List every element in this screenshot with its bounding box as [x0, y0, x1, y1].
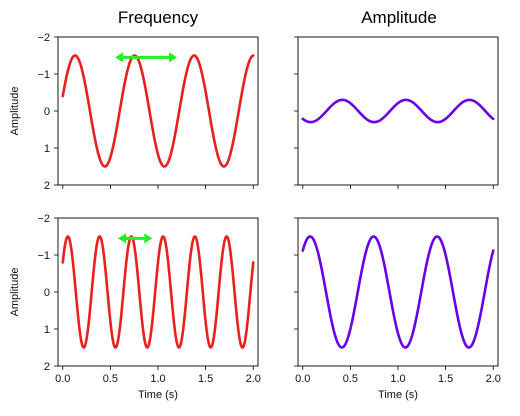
y-axis-label: Amplitude	[9, 268, 21, 317]
panel-top-right	[294, 36, 499, 189]
double-arrow-head-right	[144, 233, 153, 244]
x-tick-label: 1.0	[390, 373, 405, 385]
series-line-bottom-left	[61, 235, 255, 349]
double-arrow-head-left	[118, 233, 126, 244]
x-tick-label: 1.5	[438, 373, 453, 385]
column-title-amplitude: Amplitude	[361, 8, 437, 27]
x-tick-label: 1.5	[198, 373, 213, 385]
double-arrow-head-right	[169, 52, 178, 63]
x-tick-label: 0.5	[103, 373, 118, 385]
series-line-top-right	[301, 98, 495, 124]
y-tick-label: 0	[44, 287, 50, 299]
x-tick-label: 2.0	[246, 373, 261, 385]
panel-bottom-right: 0.0 0.5 1.0 1.5 2.0 Time (s)	[294, 217, 501, 401]
series-line-bottom-right	[301, 235, 495, 349]
panel-top-left: −2 −1 0 1 2 Amplitude	[9, 32, 259, 192]
x-tick-label: 0.5	[343, 373, 358, 385]
y-tick-label: −1	[37, 250, 50, 262]
axes-frame	[297, 217, 499, 367]
double-arrow-head-left	[115, 52, 124, 63]
x-tick-label: 0.0	[55, 373, 70, 385]
column-title-frequency: Frequency	[118, 8, 199, 27]
x-axis-label: Time (s)	[378, 389, 418, 401]
y-tick-label: 1	[44, 143, 50, 155]
y-tick-label: 2	[44, 180, 50, 192]
x-tick-label: 0.0	[295, 373, 310, 385]
panel-bottom-left: 0.0 0.5 1.0 1.5 2.0 −2 −1 0 1 2 Amplitude Time (s)	[9, 213, 261, 401]
y-tick-label: −2	[37, 213, 50, 225]
y-tick-label: −1	[37, 69, 50, 81]
y-tick-label: −2	[37, 32, 50, 44]
y-tick-label: 2	[44, 361, 50, 373]
y-tick-label: 1	[44, 324, 50, 336]
y-tick-label: 0	[44, 106, 50, 118]
y-axis-label: Amplitude	[9, 87, 21, 136]
series-line-top-left	[61, 54, 255, 168]
x-axis-label: Time (s)	[138, 389, 178, 401]
x-tick-label: 2.0	[486, 373, 501, 385]
x-tick-label: 1.0	[150, 373, 165, 385]
